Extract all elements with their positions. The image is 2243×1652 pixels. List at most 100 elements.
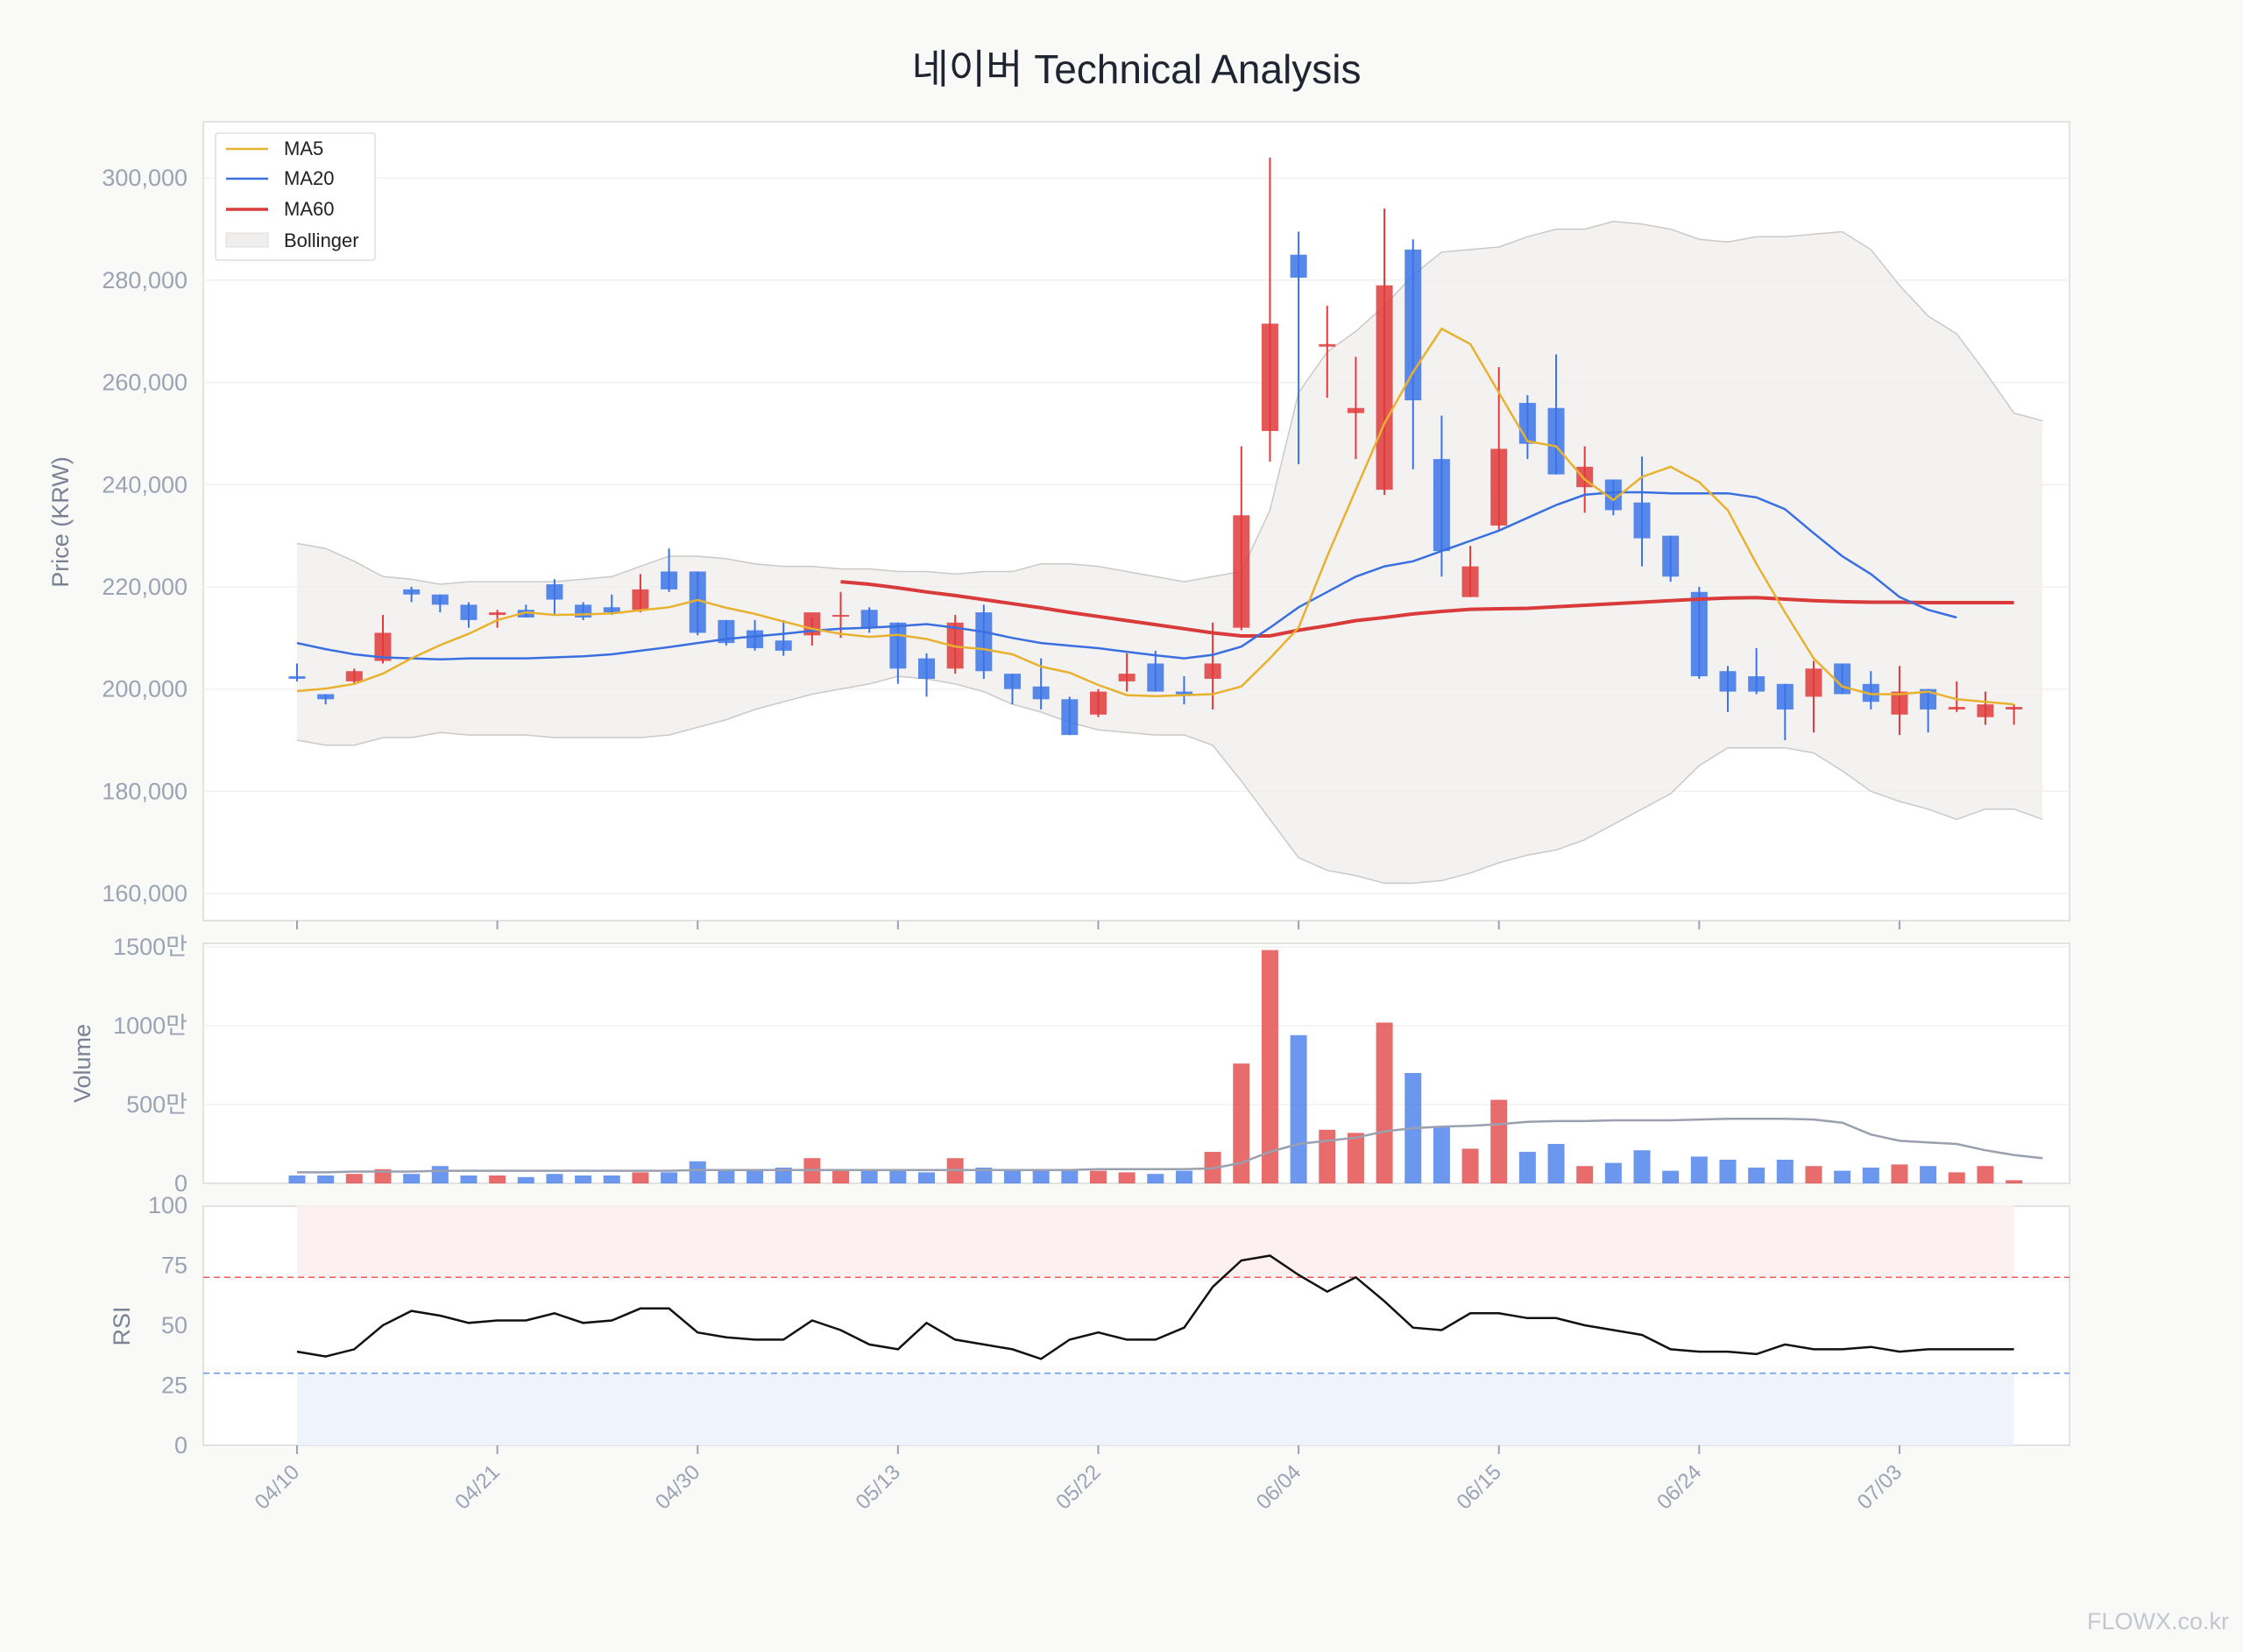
candle-body xyxy=(1319,343,1336,347)
volume-bar xyxy=(1805,1166,1822,1183)
volume-bar xyxy=(775,1168,792,1183)
candle-body xyxy=(1175,691,1192,695)
legend-bollinger-label: Bollinger xyxy=(284,229,359,251)
price-tick-label: 240,000 xyxy=(102,471,188,498)
candle-body xyxy=(975,612,993,672)
candle-body xyxy=(775,640,792,651)
volume-bar xyxy=(288,1175,306,1183)
volume-tick-label: 0 xyxy=(174,1170,188,1197)
volume-gridlines xyxy=(203,946,2070,1105)
price-tick-label: 260,000 xyxy=(102,370,188,396)
candle-body xyxy=(460,604,478,620)
volume-bar xyxy=(1233,1063,1250,1183)
candle-body xyxy=(860,610,878,628)
rsi-tick-label: 75 xyxy=(161,1253,188,1279)
volume-bar xyxy=(1633,1150,1651,1183)
candle-body xyxy=(689,571,706,633)
volume-bar xyxy=(1518,1152,1536,1183)
candle-body xyxy=(546,584,563,600)
date-tick-label: 07/03 xyxy=(1853,1460,1907,1514)
bollinger-fill xyxy=(297,221,2043,884)
volume-tick-label: 1000만 xyxy=(113,1013,188,1039)
candle-body xyxy=(1089,691,1107,715)
volume-bar xyxy=(1948,1172,1965,1183)
bollinger-upper xyxy=(296,221,2043,585)
volume-tick-label: 1500만 xyxy=(113,934,188,960)
candle-body xyxy=(1604,479,1622,511)
rsi-zones xyxy=(203,1205,2070,1445)
date-tick-label: 04/10 xyxy=(251,1460,305,1514)
candle-body xyxy=(1347,407,1364,413)
candle-body xyxy=(1261,323,1278,432)
candle-body xyxy=(317,694,335,700)
bollinger-band xyxy=(296,221,2043,885)
volume-bar xyxy=(1748,1168,1765,1183)
legend-ma20-label: MA20 xyxy=(284,167,334,189)
volume-bar xyxy=(746,1170,764,1183)
volume-bar xyxy=(832,1170,850,1183)
candle-body xyxy=(403,589,421,595)
volume-bar xyxy=(889,1168,907,1183)
candle-body xyxy=(1490,448,1508,526)
candle-body xyxy=(1891,691,1908,715)
candle-body xyxy=(832,615,850,618)
price-tick-label: 280,000 xyxy=(102,267,188,293)
rsi-oversold-zone xyxy=(297,1373,2014,1445)
candle-body xyxy=(1433,459,1450,552)
candle-body xyxy=(1690,591,1708,677)
volume-bar xyxy=(460,1175,478,1183)
price-tick-label: 180,000 xyxy=(102,778,188,804)
candle-body xyxy=(1376,285,1393,491)
price-tick-label: 300,000 xyxy=(102,165,188,191)
volume-bar xyxy=(403,1174,421,1183)
volume-bar xyxy=(1576,1166,1594,1183)
date-tick-label: 05/22 xyxy=(1051,1460,1106,1514)
moving-averages xyxy=(296,327,2014,706)
volume-bar xyxy=(1004,1168,1021,1183)
candle-body xyxy=(1147,663,1164,692)
volume-bar xyxy=(1347,1133,1364,1183)
volume-bar xyxy=(1032,1168,1050,1183)
candle-body xyxy=(1518,402,1536,444)
legend-ma5-label: MA5 xyxy=(284,138,323,159)
candle-body xyxy=(718,619,735,644)
rsi-tick-label: 25 xyxy=(161,1373,188,1399)
candle-body xyxy=(1547,407,1565,475)
volume-bar xyxy=(1319,1129,1336,1183)
volume-bar xyxy=(918,1172,936,1183)
volume-bar xyxy=(718,1170,735,1183)
volume-bar xyxy=(1776,1160,1794,1183)
volume-bar xyxy=(1662,1170,1680,1183)
candle-body xyxy=(632,589,649,611)
candle-body xyxy=(1805,668,1822,697)
volume-bar xyxy=(1061,1168,1079,1183)
rsi-axis-label: RSI xyxy=(109,1306,135,1345)
candle-body xyxy=(746,630,764,648)
volume-bar xyxy=(575,1175,592,1183)
candle-body xyxy=(1633,502,1651,539)
volume-bar xyxy=(1175,1170,1192,1183)
volume-bar xyxy=(1977,1166,1994,1183)
candle-body xyxy=(1862,683,1879,702)
candles xyxy=(288,157,2023,740)
volume-bar xyxy=(1920,1166,1937,1183)
date-tick-label: 04/21 xyxy=(450,1460,505,1514)
volume-axis-label: Volume xyxy=(69,1024,96,1103)
volume-bar xyxy=(345,1174,363,1183)
price-tick-label: 160,000 xyxy=(102,880,188,907)
rsi-line xyxy=(296,1254,2014,1360)
candle-body xyxy=(1719,671,1737,692)
volume-bar xyxy=(546,1174,563,1183)
volume-bar xyxy=(603,1175,620,1183)
volume-bar xyxy=(1604,1162,1622,1183)
date-tick-label: 06/24 xyxy=(1652,1460,1707,1514)
chart-title: 네이버 Technical Analysis xyxy=(911,46,1361,92)
candle-body xyxy=(1748,676,1765,692)
candle-body xyxy=(1461,566,1479,597)
candle-body xyxy=(1920,688,1937,710)
candle-body xyxy=(288,676,306,679)
price-axis-label: Price (KRW) xyxy=(47,456,74,588)
volume-bar xyxy=(517,1176,534,1183)
volume-bar xyxy=(1290,1034,1307,1183)
